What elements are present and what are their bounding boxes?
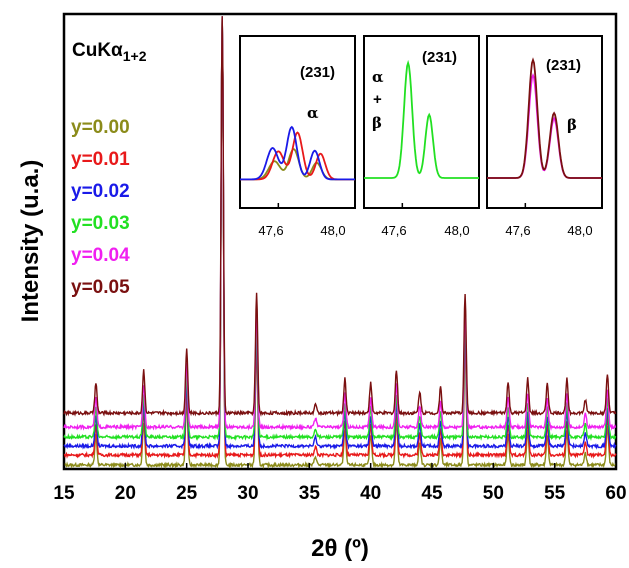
inset-alpha-phase-label: α xyxy=(307,104,319,122)
inset-alpha-frame xyxy=(239,35,356,209)
inset-beta: (231) β 47,6 48,0 xyxy=(486,35,603,238)
series-line xyxy=(63,15,617,460)
inset-alpha-curves xyxy=(240,125,356,208)
inset-alpha: (231) α 47,6 48,0 xyxy=(239,35,356,238)
inset-beta-tick-2: 48,0 xyxy=(567,223,592,238)
radiation-label-main: CuKα xyxy=(72,40,123,61)
x-axis-label: 2θ (º) xyxy=(311,535,369,562)
x-tick-label: 55 xyxy=(544,483,566,504)
series-line xyxy=(63,16,617,432)
series-line xyxy=(63,16,617,418)
plot-frame xyxy=(62,12,618,471)
x-tick-label: 45 xyxy=(421,483,443,504)
legend-entry: y=0.04 xyxy=(71,245,130,266)
series-line xyxy=(63,15,617,450)
inset-beta-curves xyxy=(487,57,603,208)
legend-entry: y=0.02 xyxy=(71,181,130,202)
x-tick-label: 25 xyxy=(176,483,198,504)
legend-entry: y=0.05 xyxy=(71,277,130,298)
legend-entry: y=0.03 xyxy=(71,213,130,234)
inset-alpha-beta-label-plus: + xyxy=(373,91,382,108)
series-line xyxy=(63,15,617,470)
main-series-group xyxy=(63,15,617,470)
x-axis-ticks: 15 20 25 30 35 40 45 50 55 60 xyxy=(53,463,627,504)
series-y=0.01 xyxy=(63,15,617,460)
radiation-label-sub: 1+2 xyxy=(123,48,147,64)
x-tick-label: 50 xyxy=(483,483,504,504)
inset-series-line xyxy=(240,125,355,181)
x-tick-label: 60 xyxy=(605,483,626,504)
inset-beta-tick-1: 47,6 xyxy=(505,223,530,238)
x-tick-label: 30 xyxy=(237,483,258,504)
legend-entry: y=0.00 xyxy=(71,117,130,138)
series-y=0.02 xyxy=(63,15,617,450)
radiation-label: CuKα1+2 xyxy=(72,40,147,64)
x-tick-label: 40 xyxy=(360,483,381,504)
inset-series-line xyxy=(364,59,479,179)
inset-alpha-peak-label: (231) xyxy=(300,64,335,81)
inset-alpha-tick-2: 48,0 xyxy=(320,223,345,238)
inset-beta-phase-label: β xyxy=(567,116,577,134)
y-axis-label: Intensity (u.a.) xyxy=(17,160,44,323)
series-y=0.05 xyxy=(63,16,617,418)
x-tick-label: 35 xyxy=(299,483,321,504)
inset-alpha-beta-label-bottom: β xyxy=(372,114,382,132)
series-line xyxy=(63,16,617,442)
legend: y=0.00 y=0.01 y=0.02 y=0.03 y=0.04 y=0.05 xyxy=(71,117,130,298)
inset-alpha-tick-1: 47,6 xyxy=(258,223,283,238)
x-tick-label: 15 xyxy=(53,483,75,504)
inset-beta-frame xyxy=(486,35,603,209)
inset-alpha-beta-peak-label: (231) xyxy=(422,49,457,66)
inset-beta-peak-label: (231) xyxy=(546,57,581,74)
inset-alpha-beta-frame xyxy=(363,35,480,209)
series-y=0.03 xyxy=(63,16,617,442)
series-y=0.00 xyxy=(63,15,617,470)
legend-entry: y=0.01 xyxy=(71,149,130,170)
series-y=0.04 xyxy=(63,16,617,432)
inset-alpha-beta: (231) α + β 47,6 48,0 xyxy=(363,35,480,238)
inset-series-line xyxy=(487,57,602,179)
inset-alpha-beta-tick-2: 48,0 xyxy=(444,223,469,238)
inset-alpha-beta-curves xyxy=(364,59,480,208)
inset-alpha-beta-tick-1: 47,6 xyxy=(381,223,406,238)
inset-alpha-beta-label-top: α xyxy=(372,68,384,86)
x-tick-label: 20 xyxy=(115,483,136,504)
